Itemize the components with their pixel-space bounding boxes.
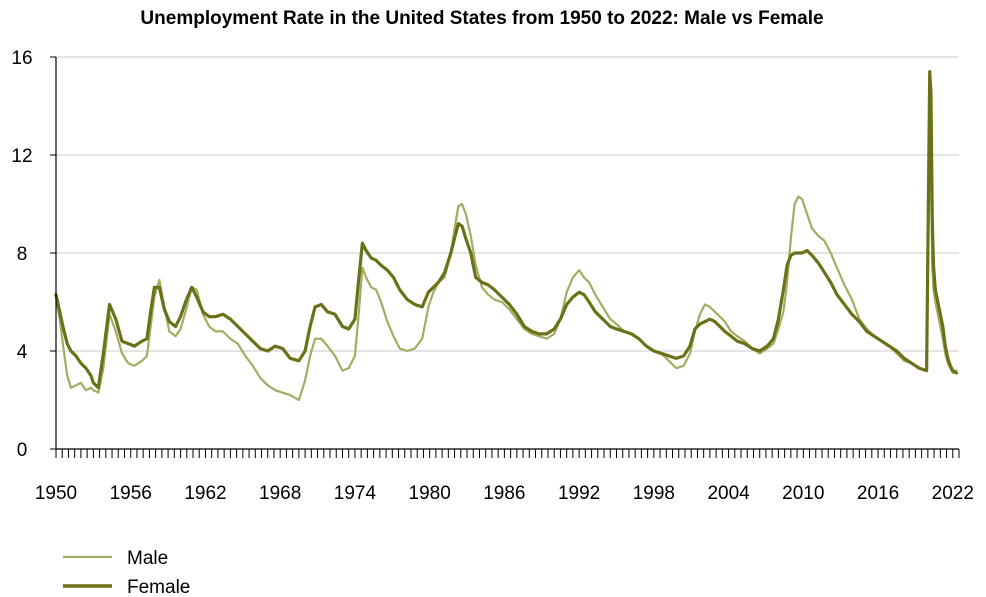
axes: 0 4 8 12 16 1950 1956 1962 1968 1974 1980 1986 1992 1… (11, 48, 973, 504)
legend-label-female: Female (127, 577, 190, 597)
x-tick-label: 1992 (558, 483, 600, 504)
x-tick-label: 1962 (184, 483, 226, 504)
y-tick-label: 4 (17, 342, 28, 363)
x-tick-label: 1974 (334, 483, 377, 504)
series-line-female (54, 70, 959, 390)
x-tick-label: 1968 (259, 483, 301, 504)
y-tick-label: 16 (11, 48, 32, 69)
x-tick-label: 1956 (110, 483, 152, 504)
series-line-male (54, 117, 958, 402)
x-tick-label: 2010 (782, 483, 824, 504)
x-tick-label: 1980 (409, 483, 451, 504)
x-tick-label: 1950 (35, 483, 77, 504)
x-tick-label: 1998 (633, 483, 675, 504)
x-tick-label: 1986 (483, 483, 525, 504)
legend-label-male: Male (127, 548, 168, 569)
y-tick-label: 12 (11, 146, 32, 167)
x-tick-label: 2016 (857, 483, 899, 504)
x-tick-label: 2004 (707, 483, 750, 504)
y-tick-label: 8 (17, 244, 28, 265)
chart-title: Unemployment Rate in the United States f… (140, 8, 823, 29)
legend: Male Female (63, 548, 190, 597)
plot-area (54, 70, 959, 402)
y-tick-label: 0 (17, 440, 28, 461)
x-tick-label: 2022 (932, 483, 974, 504)
